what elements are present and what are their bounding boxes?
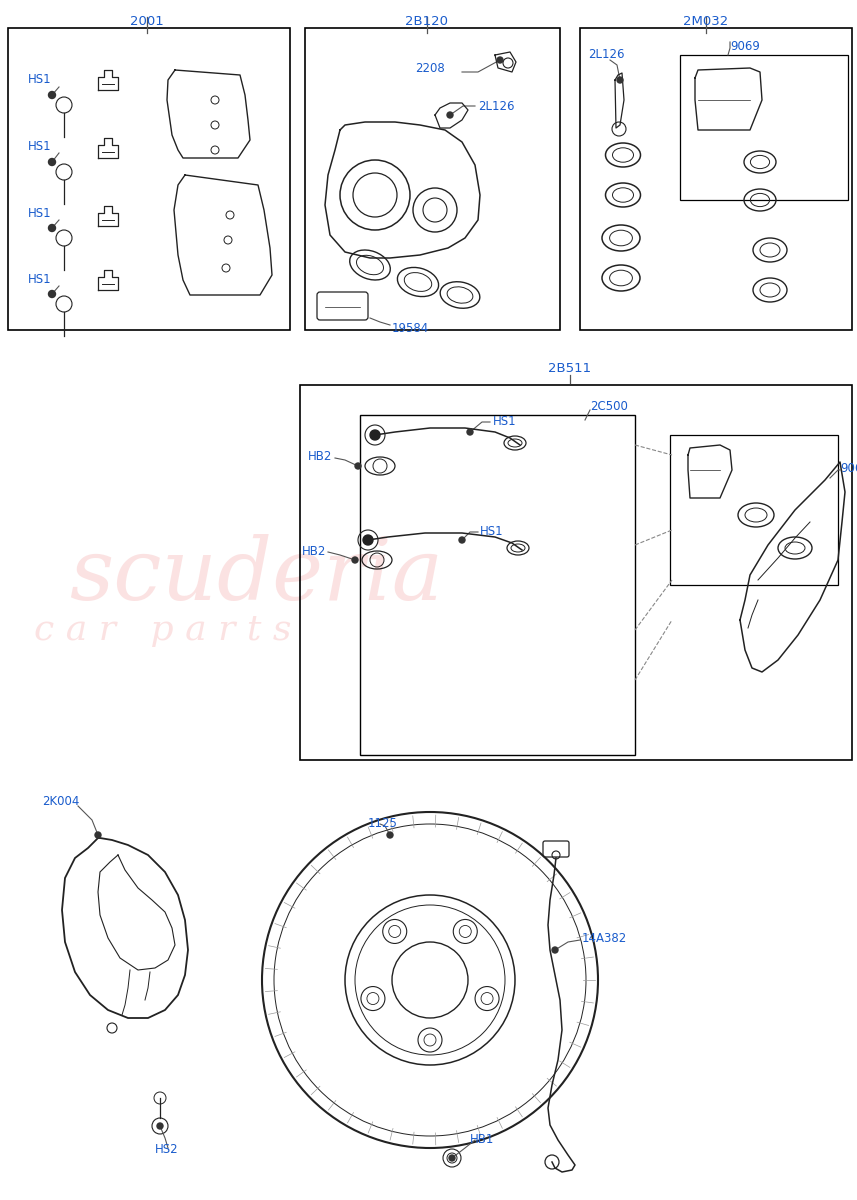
Circle shape (95, 832, 101, 838)
Text: 2L126: 2L126 (588, 48, 625, 61)
Text: HS1: HS1 (28, 206, 51, 220)
Bar (300, 385, 852, 760)
Text: 2001: 2001 (130, 14, 164, 28)
Bar (8, 28, 290, 330)
Circle shape (352, 557, 358, 563)
Circle shape (49, 290, 56, 298)
Text: 2208: 2208 (415, 62, 445, 74)
Text: HB2: HB2 (302, 545, 327, 558)
Text: 19584: 19584 (392, 322, 429, 335)
Circle shape (363, 535, 373, 545)
Text: HS1: HS1 (480, 526, 504, 538)
Circle shape (370, 430, 380, 440)
Text: HS1: HS1 (28, 73, 51, 86)
Text: 14A382: 14A382 (582, 932, 627, 946)
Bar (670, 434, 838, 584)
Text: 2C500: 2C500 (590, 400, 628, 413)
Circle shape (49, 91, 56, 98)
Circle shape (552, 947, 558, 953)
Text: HS1: HS1 (28, 140, 51, 152)
Circle shape (617, 77, 623, 83)
Circle shape (447, 112, 453, 118)
Circle shape (467, 428, 473, 434)
Text: 2B511: 2B511 (548, 362, 591, 374)
Text: HS1: HS1 (493, 415, 517, 428)
Text: 2L126: 2L126 (478, 100, 514, 113)
Text: 2M032: 2M032 (683, 14, 728, 28)
Circle shape (387, 832, 393, 838)
Text: HB1: HB1 (470, 1133, 494, 1146)
Circle shape (459, 538, 465, 542)
Bar (305, 28, 560, 330)
Text: HB2: HB2 (308, 450, 333, 463)
Bar (680, 55, 848, 200)
Text: 2B120: 2B120 (405, 14, 448, 28)
Text: 1125: 1125 (368, 817, 398, 830)
Text: HS1: HS1 (28, 272, 51, 286)
Text: 2K004: 2K004 (42, 794, 80, 808)
Text: 9069: 9069 (840, 462, 857, 475)
Circle shape (49, 158, 56, 166)
Circle shape (449, 1154, 455, 1162)
Circle shape (157, 1123, 163, 1129)
Text: c a r   p a r t s: c a r p a r t s (34, 613, 291, 647)
Text: scuderia: scuderia (69, 535, 443, 617)
Bar (360, 415, 635, 755)
Circle shape (497, 56, 503, 62)
Circle shape (355, 463, 361, 469)
Text: HS2: HS2 (155, 1142, 178, 1156)
Bar (580, 28, 852, 330)
Circle shape (49, 224, 56, 232)
Text: 9069: 9069 (730, 40, 760, 53)
